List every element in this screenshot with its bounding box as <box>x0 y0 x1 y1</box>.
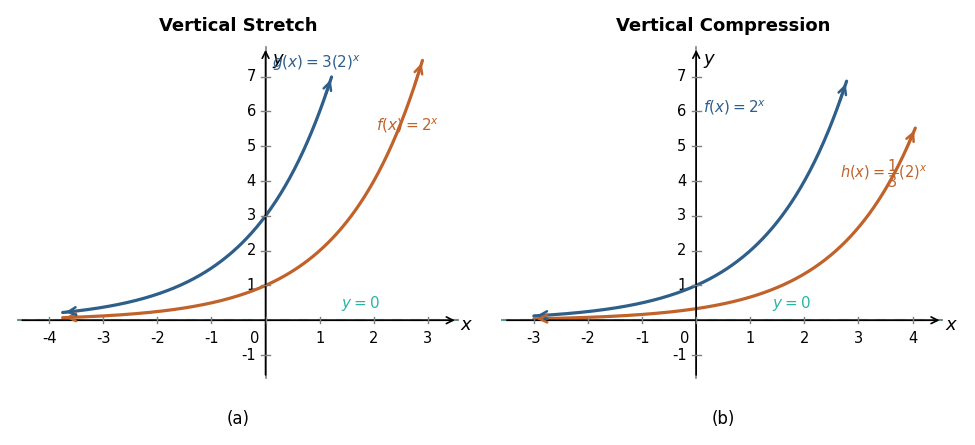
Text: -1: -1 <box>672 348 686 363</box>
Text: 7: 7 <box>247 69 255 84</box>
Text: 1: 1 <box>247 278 255 293</box>
Text: $y = 0$: $y = 0$ <box>772 294 810 312</box>
Text: 0: 0 <box>681 332 689 346</box>
Text: (b): (b) <box>712 410 735 428</box>
Text: 1: 1 <box>678 278 686 293</box>
Text: 2: 2 <box>677 243 686 258</box>
Text: -2: -2 <box>150 332 165 346</box>
Text: 2: 2 <box>800 332 809 346</box>
Text: -3: -3 <box>526 332 541 346</box>
Text: 3: 3 <box>678 208 686 223</box>
Text: 3: 3 <box>854 332 863 346</box>
Text: 4: 4 <box>908 332 917 346</box>
Text: 7: 7 <box>677 69 686 84</box>
Text: $h(x) = \dfrac{1}{3}(2)^x$: $h(x) = \dfrac{1}{3}(2)^x$ <box>839 158 927 190</box>
Text: 5: 5 <box>247 139 255 154</box>
Text: $f(x) = 2^x$: $f(x) = 2^x$ <box>376 116 440 135</box>
Text: 6: 6 <box>678 104 686 119</box>
Text: -1: -1 <box>204 332 218 346</box>
Text: 5: 5 <box>678 139 686 154</box>
Text: 1: 1 <box>315 332 325 346</box>
Text: -3: -3 <box>96 332 110 346</box>
Text: -1: -1 <box>241 348 255 363</box>
Text: 4: 4 <box>678 174 686 189</box>
Text: 4: 4 <box>247 174 255 189</box>
Text: -2: -2 <box>580 332 596 346</box>
Title: Vertical Compression: Vertical Compression <box>616 16 831 35</box>
Text: $x$: $x$ <box>460 316 474 335</box>
Text: $g(x) = 3(2)^x$: $g(x) = 3(2)^x$ <box>272 53 361 73</box>
Text: $y$: $y$ <box>272 52 286 70</box>
Text: -4: -4 <box>42 332 57 346</box>
Text: 6: 6 <box>247 104 255 119</box>
Text: 2: 2 <box>247 243 255 258</box>
Text: 3: 3 <box>247 208 255 223</box>
Text: $y = 0$: $y = 0$ <box>341 294 380 312</box>
Text: 1: 1 <box>746 332 755 346</box>
Text: 3: 3 <box>423 332 433 346</box>
Text: (a): (a) <box>227 410 250 428</box>
Text: 2: 2 <box>370 332 378 346</box>
Text: $y$: $y$ <box>703 52 716 70</box>
Text: -1: -1 <box>635 332 649 346</box>
Title: Vertical Stretch: Vertical Stretch <box>159 16 318 35</box>
Text: 0: 0 <box>250 332 259 346</box>
Text: $x$: $x$ <box>945 316 958 335</box>
Text: $f(x) = 2^x$: $f(x) = 2^x$ <box>703 99 766 117</box>
